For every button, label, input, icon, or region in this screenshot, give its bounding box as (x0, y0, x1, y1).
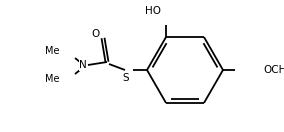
Text: N: N (79, 60, 87, 70)
Text: OCH₃: OCH₃ (263, 65, 284, 75)
Text: S: S (123, 73, 129, 83)
Text: Me: Me (45, 74, 59, 84)
Text: O: O (91, 29, 99, 39)
Text: HO: HO (145, 6, 161, 16)
Text: Me: Me (45, 46, 59, 56)
